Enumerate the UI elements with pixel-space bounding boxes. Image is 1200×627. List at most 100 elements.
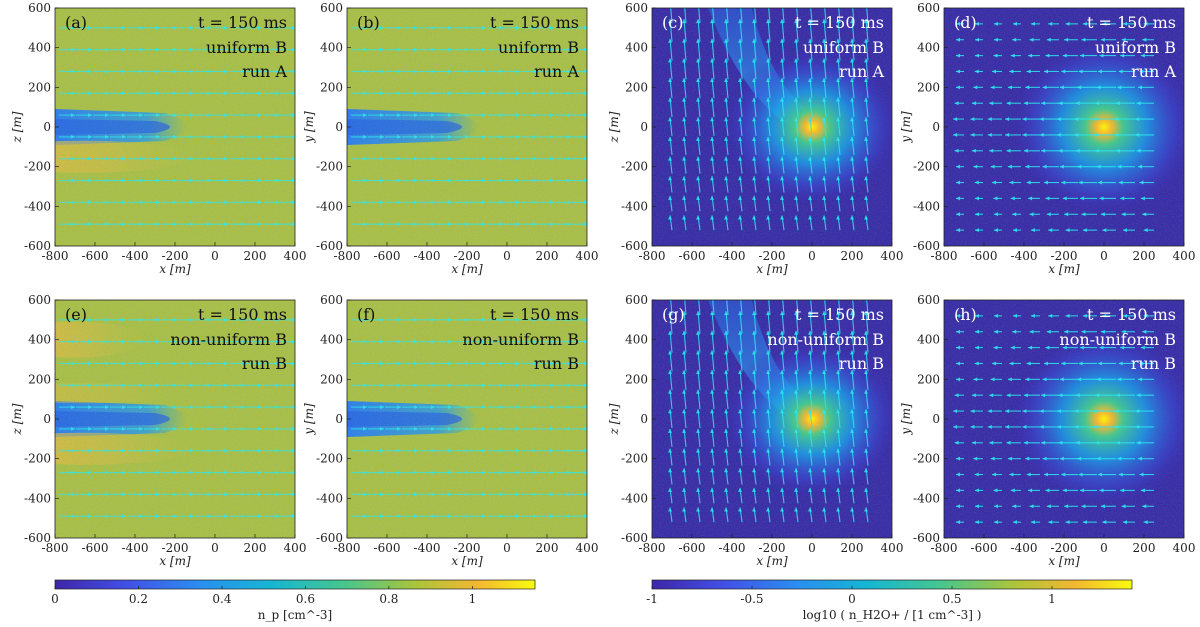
flow-arrow-head: [1095, 440, 1100, 445]
flow-arrow-head: [363, 470, 367, 475]
x-tick-label: -600: [82, 541, 109, 555]
flow-arrow-head: [696, 350, 700, 355]
flow-arrow: [726, 8, 729, 23]
colorbar-tick-label: 0.6: [296, 592, 315, 606]
flow-arrow-head: [516, 361, 520, 366]
flow-arrow-head: [414, 339, 418, 344]
flow-arrow-head: [584, 156, 587, 161]
x-tick-label: 400: [576, 541, 599, 555]
flow-arrow-head: [567, 339, 571, 344]
panel-content: [944, 300, 1184, 538]
x-tick-label: 200: [841, 541, 864, 555]
flow-arrow-head: [550, 178, 554, 183]
field-label: uniform B: [498, 38, 579, 57]
flow-arrow-head: [499, 383, 503, 388]
flow-arrow-head: [1025, 164, 1030, 169]
flow-arrow-head: [533, 405, 537, 410]
flow-arrow-head: [1048, 21, 1053, 26]
flow-arrow-head: [224, 339, 228, 344]
x-tick-label: -600: [374, 541, 401, 555]
flow-arrow-head: [1028, 196, 1033, 201]
flow-arrow-head: [71, 91, 75, 96]
flow-arrow-head: [994, 313, 998, 318]
flow-arrow-head: [241, 470, 245, 475]
flow-arrow-head: [864, 38, 868, 43]
flow-arrow-head: [363, 69, 367, 74]
flow-arrow-head: [794, 311, 798, 316]
flow-arrow-head: [224, 113, 228, 118]
flow-arrow-head: [465, 448, 469, 453]
flow-arrow-head: [682, 370, 686, 375]
flow-arrow-head: [1043, 361, 1048, 366]
flow-arrow-head: [710, 176, 714, 181]
flow-arrow-head: [738, 330, 742, 335]
flow-arrow-head: [682, 330, 686, 335]
flow-arrow-head: [780, 409, 784, 414]
flow-arrow-head: [682, 78, 686, 83]
flow-arrow-head: [668, 97, 672, 102]
flow-arrow-head: [499, 200, 503, 205]
flow-arrow-head: [1013, 313, 1017, 318]
flow-arrow-head: [465, 178, 469, 183]
flow-arrow-head: [1102, 228, 1107, 233]
flow-arrow-head: [414, 317, 418, 322]
flow-arrow-head: [584, 47, 587, 52]
flow-arrow-head: [1096, 456, 1101, 461]
flow-arrow-head: [752, 330, 756, 335]
flow-arrow-head: [975, 520, 979, 525]
flow-arrow-head: [682, 176, 686, 181]
flow-arrow-head: [696, 428, 700, 433]
flow-arrow-head: [71, 25, 75, 30]
flow-arrow-head: [207, 383, 211, 388]
flow-arrow-head: [224, 91, 228, 96]
panel-a: -800 -600 -400 -200 0 200 4006004002000-200-40…: [10, 1, 306, 276]
flow-arrow-head: [1013, 520, 1017, 525]
flow-arrow-head: [668, 350, 672, 355]
flow-arrow-head: [780, 311, 784, 316]
flow-arrow-head: [1139, 180, 1144, 185]
flow-arrow-head: [1080, 196, 1085, 201]
flow-arrow-head: [668, 389, 672, 394]
flow-arrow-head: [173, 200, 177, 205]
flow-arrow-head: [990, 164, 995, 169]
flow-arrow-head: [88, 470, 92, 475]
flow-arrow-head: [724, 487, 728, 492]
y-tick-label: 600: [917, 293, 940, 307]
flow-arrow-head: [190, 69, 194, 74]
flow-arrow-head: [668, 136, 672, 141]
flow-arrow-head: [567, 25, 571, 30]
flow-arrow-head: [956, 228, 960, 233]
flow-arrow-head: [584, 383, 587, 388]
flow-arrow-head: [139, 91, 143, 96]
flow-arrow-head: [780, 370, 784, 375]
flow-arrow-head: [207, 405, 211, 410]
flow-arrow-head: [431, 383, 435, 388]
flow-arrow-head: [1039, 132, 1044, 137]
flow-arrow-head: [241, 339, 245, 344]
flow-arrow-head: [975, 345, 979, 350]
flow-arrow-head: [567, 426, 571, 431]
flow-arrow-head: [550, 448, 554, 453]
flow-arrow-head: [954, 148, 959, 153]
flow-arrow-head: [1117, 164, 1122, 169]
flow-arrow-head: [710, 350, 714, 355]
flow-arrow-head: [550, 134, 554, 139]
flow-arrow-head: [990, 377, 995, 382]
flow-arrow-head: [992, 180, 997, 185]
flow-arrow-head: [139, 69, 143, 74]
flow-arrow-head: [207, 200, 211, 205]
x-tick-label: -600: [374, 249, 401, 263]
flow-arrow-head: [794, 156, 798, 161]
flow-arrow-head: [1135, 424, 1140, 429]
flow-arrow-head: [864, 507, 868, 512]
flow-arrow-head: [224, 178, 228, 183]
panel-content: [652, 300, 892, 538]
flow-arrow-head: [836, 215, 840, 220]
flow-arrow-head: [752, 448, 756, 453]
flow-arrow-head: [724, 311, 728, 316]
x-axis-label: x [m]: [159, 262, 191, 276]
flow-arrow-head: [668, 215, 672, 220]
flow-arrow-head: [397, 514, 401, 519]
flow-arrow-head: [850, 78, 854, 83]
flow-arrow-head: [516, 91, 520, 96]
